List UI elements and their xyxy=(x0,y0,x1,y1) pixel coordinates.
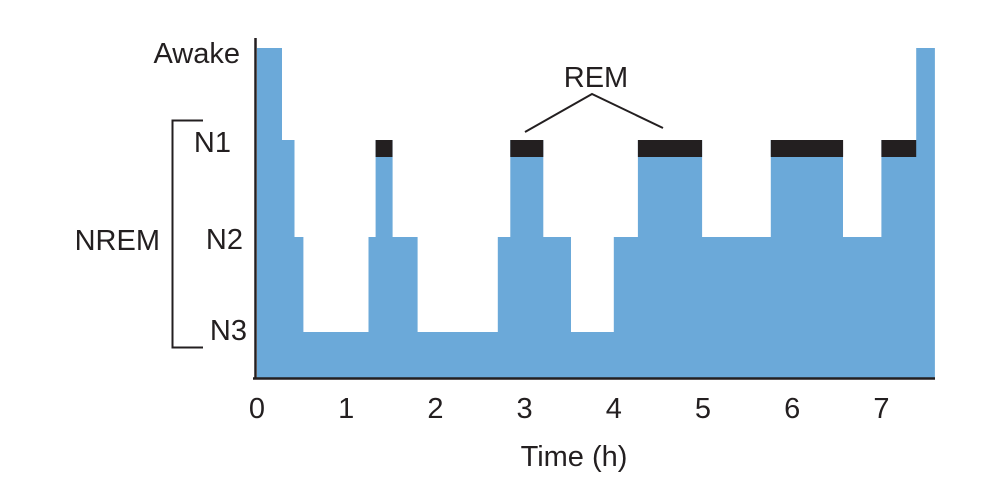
rem-bar xyxy=(510,140,544,157)
x-tick-label: 7 xyxy=(873,393,889,425)
sleep-stage-polygon xyxy=(257,48,935,378)
y-label-n3: N3 xyxy=(210,315,247,347)
x-axis-ticks: 0 1 2 3 4 5 6 7 xyxy=(249,393,890,425)
rem-label: REM xyxy=(564,62,628,94)
rem-bar xyxy=(770,140,844,157)
rem-pointer-lines xyxy=(524,92,664,133)
y-label-awake: Awake xyxy=(153,38,240,70)
y-label-n1: N1 xyxy=(194,127,231,159)
x-tick-label: 2 xyxy=(427,393,443,425)
nrem-bracket xyxy=(171,119,203,349)
rem-bar xyxy=(881,140,917,157)
x-tick-label: 6 xyxy=(784,393,800,425)
x-tick-label: 4 xyxy=(606,393,622,425)
rem-bar xyxy=(375,140,393,157)
x-axis-title: Time (h) xyxy=(521,441,628,473)
x-tick-label: 5 xyxy=(695,393,711,425)
x-tick-label: 3 xyxy=(517,393,533,425)
x-tick-label: 1 xyxy=(338,393,354,425)
nrem-label: NREM xyxy=(75,225,160,257)
sleep-stage-area xyxy=(257,48,935,378)
rem-bar xyxy=(637,140,703,157)
x-tick-label: 0 xyxy=(249,393,265,425)
rem-bars xyxy=(375,140,917,157)
y-label-n2: N2 xyxy=(206,224,243,256)
